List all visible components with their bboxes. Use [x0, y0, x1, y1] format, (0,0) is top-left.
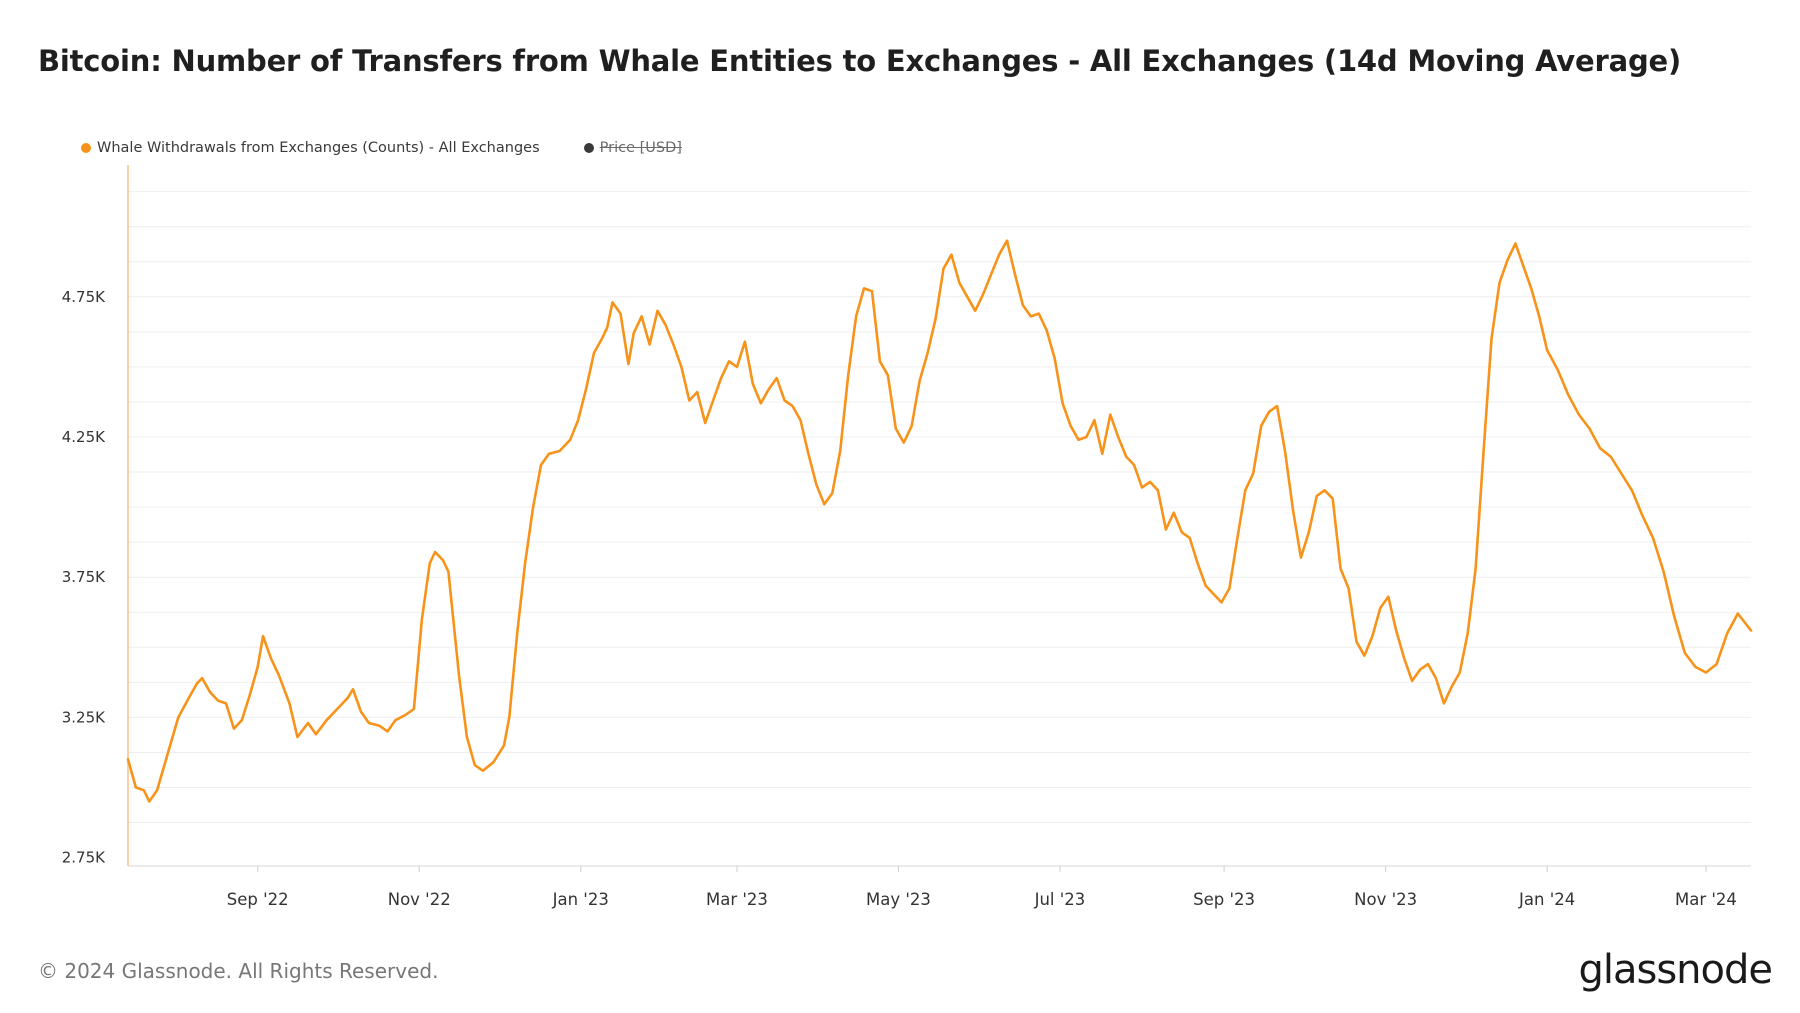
x-tick-label: Mar '24 — [1675, 890, 1737, 909]
y-axis: 2.75K 3.25K 3.75K 4.25K 4.75K — [62, 165, 129, 867]
y-tick-label: 4.25K — [62, 428, 106, 446]
x-tick-label: Jul '23 — [1034, 890, 1086, 909]
x-tick-label: Sep '23 — [1193, 890, 1255, 909]
legend-dot-orange-icon — [81, 143, 91, 153]
legend-item-whale-withdrawals[interactable]: Whale Withdrawals from Exchanges (Counts… — [81, 140, 540, 156]
x-tick-label: Nov '23 — [1354, 890, 1417, 909]
y-tick-label: 3.25K — [62, 708, 106, 726]
chart-title: Bitcoin: Number of Transfers from Whale … — [38, 44, 1682, 78]
legend-dot-dark-icon — [583, 143, 594, 153]
x-tick-label: Jan '23 — [552, 890, 609, 909]
series-group — [126, 239, 1753, 803]
legend: Whale Withdrawals from Exchanges (Counts… — [81, 140, 682, 156]
legend-label-whale-withdrawals: Whale Withdrawals from Exchanges (Counts… — [97, 140, 540, 156]
copyright-footer: © 2024 Glassnode. All Rights Reserved. — [38, 959, 439, 983]
x-axis: Sep '22 Nov '22 Jan '23 Mar '23 May '23 Jul '… — [128, 865, 1751, 909]
y-tick-label: 2.75K — [62, 849, 106, 867]
x-tick-label: Nov '22 — [388, 890, 451, 909]
x-tick-label: May '23 — [866, 890, 931, 909]
y-tick-label: 4.75K — [62, 288, 106, 306]
series-line-whale-withdrawals[interactable] — [126, 239, 1753, 803]
x-tick-label: Jan '24 — [1518, 890, 1575, 909]
x-tick-label: Sep '22 — [227, 890, 289, 909]
x-tick-label: Mar '23 — [706, 890, 768, 909]
legend-label-price: Price [USD] — [599, 140, 682, 156]
glassnode-logo[interactable]: glassnode — [1578, 947, 1773, 993]
legend-item-price[interactable]: Price [USD] — [583, 140, 682, 156]
y-tick-label: 3.75K — [62, 568, 106, 586]
